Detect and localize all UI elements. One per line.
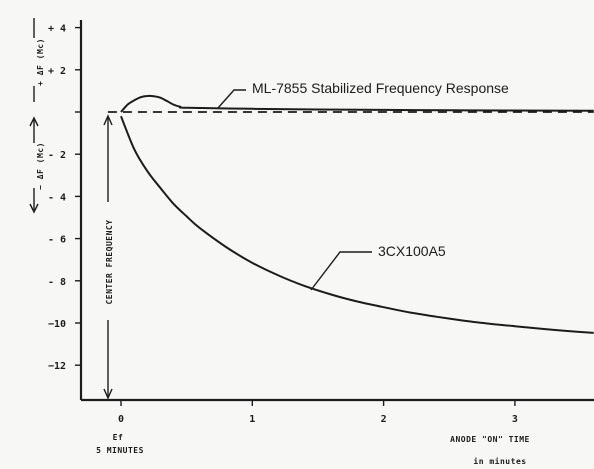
- center-frequency-label: CENTER FREQUENCY: [105, 219, 114, 304]
- y-tick-label: + 2: [48, 66, 66, 77]
- ylabel-minus-arrowhead-up: [29, 116, 39, 127]
- y-tick-label: - 4: [48, 192, 66, 203]
- 3cx100a5-series-line: [120, 115, 594, 334]
- x-tick-label: 2: [381, 414, 387, 425]
- ml7855-leader-line: [217, 89, 246, 109]
- ylabel-minus-arrowhead-down: [29, 203, 39, 214]
- ml7855-label: ML-7855 Stabilized Frequency Response: [252, 80, 509, 96]
- x-tick-label: 0: [118, 414, 124, 425]
- x-ticks: 0 1 2 3: [118, 400, 518, 425]
- ylabel-negative: − ΔF (Mc): [36, 142, 45, 190]
- y-tick-label: −12: [48, 361, 66, 372]
- x-axis-title-sub: in minutes: [473, 456, 526, 466]
- x-tick-label: 3: [512, 414, 518, 425]
- ylabel-positive: + ΔF (Mc): [36, 38, 45, 86]
- y-tick-label: - 8: [48, 277, 66, 288]
- y-ticks: + 4 + 2 - 2 - 4 - 6 - 8 −10 −12: [48, 24, 81, 372]
- center-frequency-arrowhead-down: [103, 388, 113, 400]
- y-tick-label: + 4: [48, 24, 66, 35]
- x-origin-label-sub: 5 MINUTES: [96, 446, 144, 455]
- x-axis-title: ANODE "ON" TIME: [450, 435, 530, 444]
- y-tick-label: - 6: [48, 235, 66, 246]
- 3cx100a5-label: 3CX100A5: [378, 243, 446, 259]
- y-tick-label: - 2: [48, 150, 66, 161]
- ml7855-series-line: [120, 94, 594, 113]
- y-tick-label: −10: [48, 319, 66, 330]
- x-tick-label: 1: [249, 414, 255, 425]
- series-layer: [107, 94, 594, 334]
- center-frequency-arrowhead-up: [103, 114, 113, 126]
- 3cx100a5-leader-line: [310, 251, 372, 291]
- x-origin-label: Ef: [113, 433, 124, 442]
